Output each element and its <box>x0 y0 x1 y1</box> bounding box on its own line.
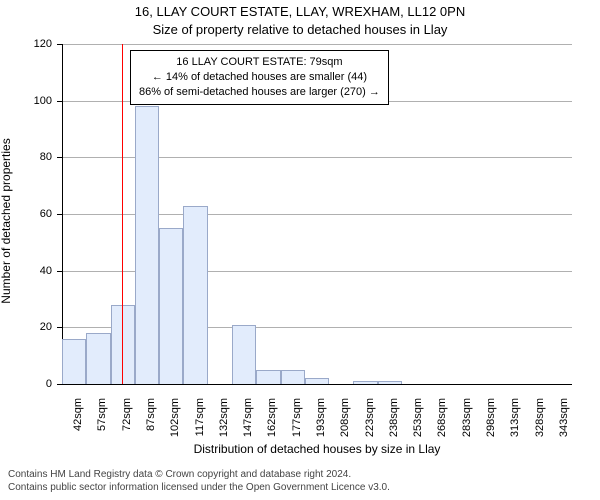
y-tick-label: 80 <box>12 151 52 163</box>
y-tick-label: 120 <box>12 38 52 50</box>
histogram-bar <box>159 228 183 384</box>
info-box-line: 86% of semi-detached houses are larger (… <box>139 85 380 100</box>
attribution-line-1: Contains HM Land Registry data © Crown c… <box>8 468 390 481</box>
x-tick-label: 223sqm <box>364 398 376 437</box>
info-box: 16 LLAY COURT ESTATE: 79sqm← 14% of deta… <box>130 50 389 105</box>
histogram-bar <box>256 370 280 384</box>
x-tick-label: 283sqm <box>461 398 473 437</box>
y-tick-label: 20 <box>12 321 52 333</box>
chart-title-main: 16, LLAY COURT ESTATE, LLAY, WREXHAM, LL… <box>0 4 600 19</box>
x-tick-label: 57sqm <box>96 398 108 431</box>
x-tick-label: 72sqm <box>121 398 133 431</box>
y-tick-label: 0 <box>12 378 52 390</box>
x-tick-label: 87sqm <box>145 398 157 431</box>
histogram-bar <box>353 381 377 384</box>
chart-container: 16, LLAY COURT ESTATE, LLAY, WREXHAM, LL… <box>0 0 600 500</box>
x-axis-label: Distribution of detached houses by size … <box>62 442 572 456</box>
plot-area: 02040608010012042sqm57sqm72sqm87sqm102sq… <box>62 44 572 384</box>
x-tick-label: 177sqm <box>291 398 303 437</box>
histogram-bar <box>86 333 110 384</box>
y-tick-label: 60 <box>12 208 52 220</box>
histogram-bar <box>183 206 207 385</box>
x-tick-label: 42sqm <box>72 398 84 431</box>
histogram-bar <box>281 370 305 384</box>
y-axis-line <box>62 44 63 384</box>
info-box-line: 16 LLAY COURT ESTATE: 79sqm <box>139 55 380 70</box>
y-tick-label: 100 <box>12 95 52 107</box>
chart-title-sub: Size of property relative to detached ho… <box>0 22 600 37</box>
histogram-bar <box>135 106 159 384</box>
histogram-bar <box>62 339 86 384</box>
attribution-line-2: Contains public sector information licen… <box>8 481 390 494</box>
histogram-bar <box>378 381 402 384</box>
x-tick-label: 268sqm <box>436 398 448 437</box>
x-tick-label: 343sqm <box>558 398 570 437</box>
attribution-text: Contains HM Land Registry data © Crown c… <box>8 468 390 494</box>
x-tick-label: 208sqm <box>339 398 351 437</box>
x-tick-label: 132sqm <box>218 398 230 437</box>
x-tick-label: 193sqm <box>315 398 327 437</box>
reference-line <box>122 44 123 384</box>
y-tick-label: 40 <box>12 265 52 277</box>
x-axis-line <box>62 384 572 385</box>
gridline <box>62 44 572 45</box>
y-axis-label: Number of detached properties <box>0 51 13 391</box>
x-tick-label: 102sqm <box>169 398 181 437</box>
x-tick-label: 117sqm <box>194 398 206 436</box>
x-tick-label: 298sqm <box>485 398 497 437</box>
x-tick-label: 253sqm <box>412 398 424 437</box>
x-tick-label: 238sqm <box>388 398 400 437</box>
x-tick-label: 147sqm <box>242 398 254 437</box>
histogram-bar <box>232 325 256 385</box>
x-tick-label: 162sqm <box>266 398 278 437</box>
x-tick-label: 313sqm <box>509 398 521 437</box>
x-tick-label: 328sqm <box>534 398 546 437</box>
histogram-bar <box>305 378 329 384</box>
info-box-line: ← 14% of detached houses are smaller (44… <box>139 70 380 85</box>
